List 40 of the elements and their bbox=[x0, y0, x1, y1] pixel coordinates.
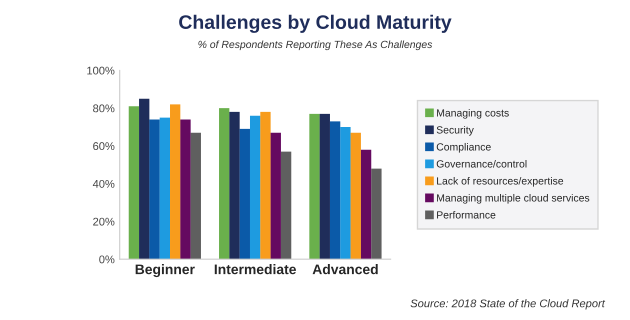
y-tick-label: 0% bbox=[99, 255, 114, 264]
legend-label: Lack of resources/expertise bbox=[437, 176, 564, 187]
bar bbox=[371, 168, 382, 260]
bar bbox=[360, 150, 372, 260]
bar bbox=[260, 112, 271, 260]
y-tick-label: 60% bbox=[93, 142, 114, 150]
bar bbox=[250, 116, 260, 260]
bar bbox=[139, 98, 150, 260]
y-tick-label: 80% bbox=[93, 104, 114, 112]
bar bbox=[219, 108, 230, 260]
legend-label: Governance/control bbox=[436, 160, 526, 168]
bar bbox=[128, 106, 140, 260]
legend-label: Managing costs bbox=[437, 108, 509, 119]
legend-label: Security bbox=[436, 126, 474, 136]
y-tick-label: 40% bbox=[92, 180, 114, 188]
x-tick-label: Intermediate bbox=[214, 264, 296, 274]
bar bbox=[240, 128, 250, 260]
bar bbox=[149, 119, 160, 260]
chart-title: Challenges by Cloud Maturity bbox=[179, 14, 452, 33]
legend-label: Performance bbox=[437, 210, 496, 219]
y-tick-label: 20% bbox=[93, 218, 114, 226]
y-tick-label: 100% bbox=[87, 66, 114, 75]
source-note: Source: 2018 State of the Cloud Report bbox=[410, 299, 606, 310]
bar bbox=[309, 114, 320, 260]
chart-subtitle: % of Respondents Reporting These As Challenges bbox=[198, 40, 432, 50]
bar bbox=[350, 132, 361, 260]
bar bbox=[270, 132, 281, 260]
legend-label: Managing multiple cloud services bbox=[437, 194, 590, 204]
legend-label: Compliance bbox=[436, 142, 491, 153]
bar bbox=[180, 119, 191, 260]
x-tick-label: Beginner bbox=[136, 264, 195, 278]
bar bbox=[320, 114, 330, 260]
bar bbox=[229, 112, 240, 260]
bar bbox=[280, 152, 292, 260]
bar bbox=[160, 118, 170, 260]
bar bbox=[170, 104, 180, 260]
bar bbox=[190, 132, 201, 260]
bar bbox=[340, 127, 351, 260]
x-tick-label: Advanced bbox=[312, 264, 378, 274]
bar bbox=[330, 121, 340, 260]
